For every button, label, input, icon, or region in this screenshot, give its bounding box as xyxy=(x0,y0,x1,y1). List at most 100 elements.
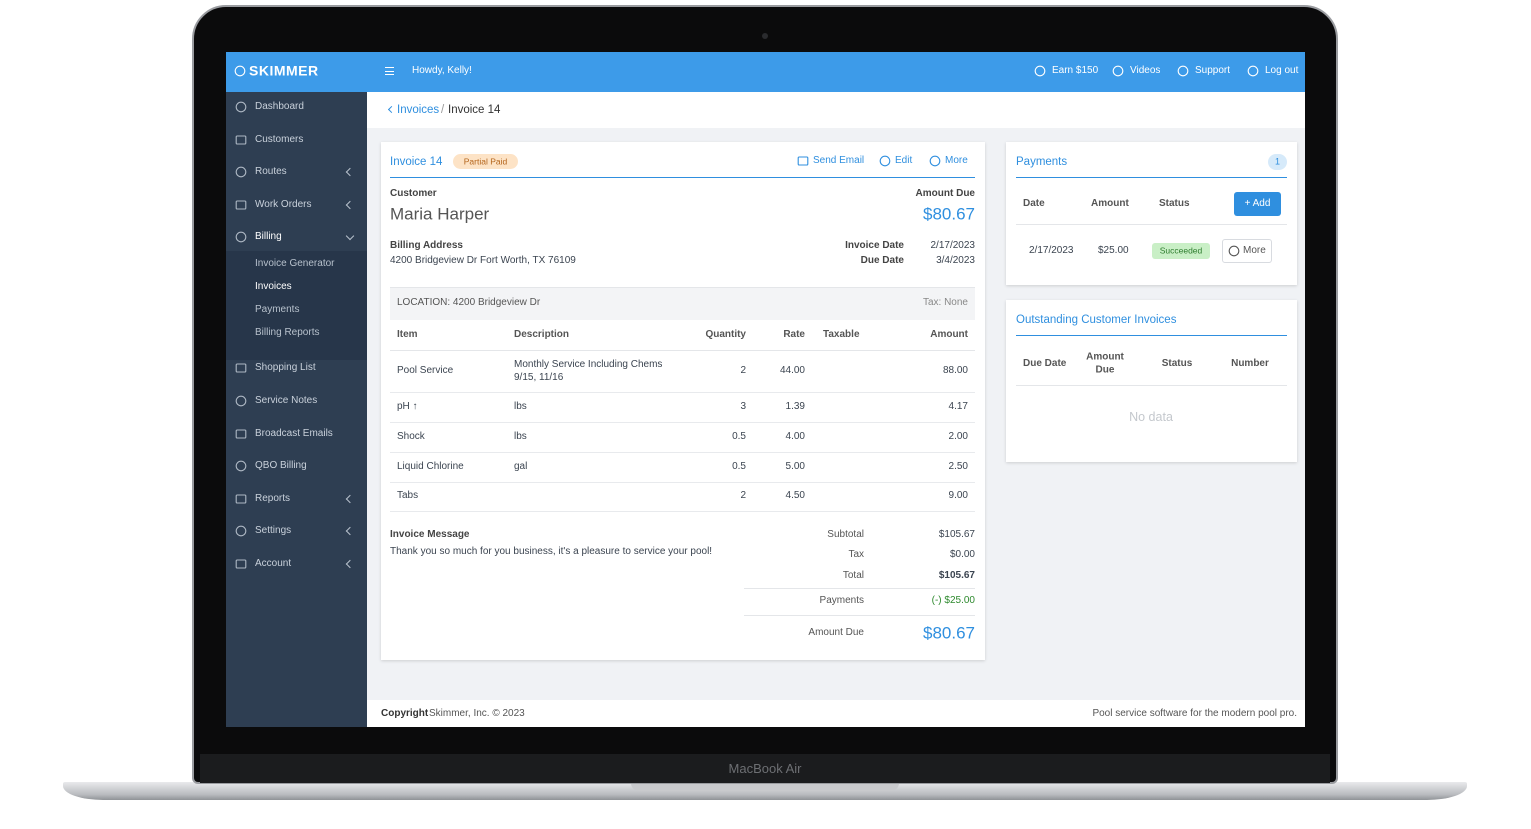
cell-rate: 44.00 xyxy=(779,364,805,376)
breadcrumb-bar xyxy=(367,92,1305,128)
more-button-text[interactable]: More xyxy=(1243,244,1266,256)
outstanding-card xyxy=(1006,300,1297,462)
sidebar-icon xyxy=(235,200,247,210)
card-rule xyxy=(1016,177,1287,178)
sidebar-item[interactable]: Routes xyxy=(255,165,287,177)
camera xyxy=(762,33,768,39)
status-badge xyxy=(1152,243,1210,259)
sidebar-item[interactable]: Service Notes xyxy=(255,394,318,406)
sidebar-item[interactable]: Reports xyxy=(255,492,291,504)
add-button-text[interactable]: + Add xyxy=(1244,197,1271,209)
sidebar xyxy=(226,92,367,727)
status-badge-text: Succeeded xyxy=(1159,245,1203,256)
table-header: Taxable xyxy=(823,328,860,340)
card-title: Outstanding Customer Invoices xyxy=(1016,313,1177,326)
invoice-message: Thank you so much for you business, it's… xyxy=(390,545,713,557)
sidebar-icon xyxy=(235,363,247,373)
menu-icon[interactable] xyxy=(385,67,394,75)
sidebar-item[interactable]: Account xyxy=(255,557,292,569)
action-link[interactable]: More xyxy=(945,154,968,166)
more-icon xyxy=(1228,245,1240,257)
action-icon xyxy=(797,156,809,166)
breadcrumb-link[interactable]: Invoices xyxy=(397,103,440,116)
cell-amount: 2.00 xyxy=(948,430,968,442)
action-link[interactable]: Send Email xyxy=(813,154,865,166)
sidebar-icon xyxy=(235,101,247,113)
table-header: Quantity xyxy=(705,328,746,340)
invoice-date: 2/17/2023 xyxy=(930,239,976,251)
footer-copyright: Skimmer, Inc. © 2023 xyxy=(429,707,525,719)
cell-description: 9/15, 11/16 xyxy=(514,371,564,383)
table-header: Date xyxy=(1023,197,1045,209)
cell-quantity: 2 xyxy=(740,489,746,501)
sidebar-item[interactable]: QBO Billing xyxy=(255,459,307,471)
card-rule xyxy=(390,177,975,178)
cell-item: Pool Service xyxy=(397,364,454,376)
device-label: MacBook Air xyxy=(728,760,802,776)
payment-amount: $25.00 xyxy=(1098,244,1129,256)
action-icon xyxy=(879,155,891,167)
action-icon xyxy=(929,155,941,167)
cell-quantity: 0.5 xyxy=(732,430,746,442)
action-link[interactable]: Edit xyxy=(895,154,913,166)
row-rule xyxy=(390,452,975,453)
sidebar-item[interactable]: Customers xyxy=(255,133,304,145)
amount-due: $80.67 xyxy=(923,204,975,224)
add-button[interactable] xyxy=(1234,192,1281,216)
topbar-link[interactable]: Earn $150 xyxy=(1052,64,1099,76)
topbar-link[interactable]: Log out xyxy=(1265,64,1299,76)
topbar-icon xyxy=(1112,65,1124,77)
cell-item: Tabs xyxy=(397,489,419,501)
submenu-item[interactable]: Invoice Generator xyxy=(255,258,335,270)
sidebar-item[interactable]: Work Orders xyxy=(255,198,312,210)
cell-item: Shock xyxy=(397,430,425,442)
submenu-item[interactable]: Payments xyxy=(255,304,300,316)
billing-address: 4200 Bridgeview Dr Fort Worth, TX 76109 xyxy=(390,254,576,266)
breadcrumb-separator: / xyxy=(441,103,445,116)
table-rule xyxy=(1016,385,1287,386)
table-header: Amount xyxy=(1091,197,1129,209)
sidebar-item[interactable]: Shopping List xyxy=(255,362,316,374)
total-value: (-) $25.00 xyxy=(931,594,975,606)
sidebar-item[interactable]: Billing xyxy=(255,231,282,243)
empty-state: No data xyxy=(1129,410,1173,425)
table-header: Amount xyxy=(930,328,968,340)
topbar-link[interactable]: Videos xyxy=(1130,64,1161,76)
cell-amount: 4.17 xyxy=(948,400,968,412)
table-header: Rate xyxy=(783,328,805,340)
submenu xyxy=(226,251,367,361)
table-header: Due Date xyxy=(1023,357,1067,369)
row-rule xyxy=(390,392,975,393)
customer-name: Maria Harper xyxy=(390,204,490,224)
cell-amount: 9.00 xyxy=(948,489,968,501)
cell-amount: 2.50 xyxy=(948,460,968,472)
cell-item: Liquid Chlorine xyxy=(397,460,464,472)
sidebar-item[interactable]: Dashboard xyxy=(255,100,304,112)
topbar-link[interactable]: Support xyxy=(1195,64,1231,76)
invoice-card xyxy=(381,142,985,660)
cell-description: gal xyxy=(514,460,528,472)
label: Customer xyxy=(390,187,437,199)
submenu-item[interactable]: Billing Reports xyxy=(255,327,320,339)
topbar-icon xyxy=(1177,65,1189,77)
table-rule xyxy=(390,350,975,351)
more-button[interactable] xyxy=(1222,239,1272,263)
row-rule xyxy=(390,482,975,483)
logo-icon xyxy=(234,65,246,77)
sidebar-item[interactable]: Settings xyxy=(255,525,292,537)
sidebar-icon xyxy=(235,166,247,178)
submenu-item[interactable]: Invoices xyxy=(255,281,292,293)
sidebar-icon xyxy=(235,135,247,145)
cell-rate: 1.39 xyxy=(785,400,805,412)
sidebar-item[interactable]: Broadcast Emails xyxy=(255,427,333,439)
row-rule xyxy=(390,422,975,423)
table-header: Status xyxy=(1161,357,1193,369)
sidebar-icon xyxy=(235,559,247,569)
cell-description: lbs xyxy=(514,430,527,442)
top-bar xyxy=(226,52,1305,92)
laptop-base xyxy=(63,782,1467,800)
status-badge-text: Partial Paid xyxy=(463,156,508,167)
total-value: $0.00 xyxy=(949,548,975,560)
cell-quantity: 0.5 xyxy=(732,460,746,472)
